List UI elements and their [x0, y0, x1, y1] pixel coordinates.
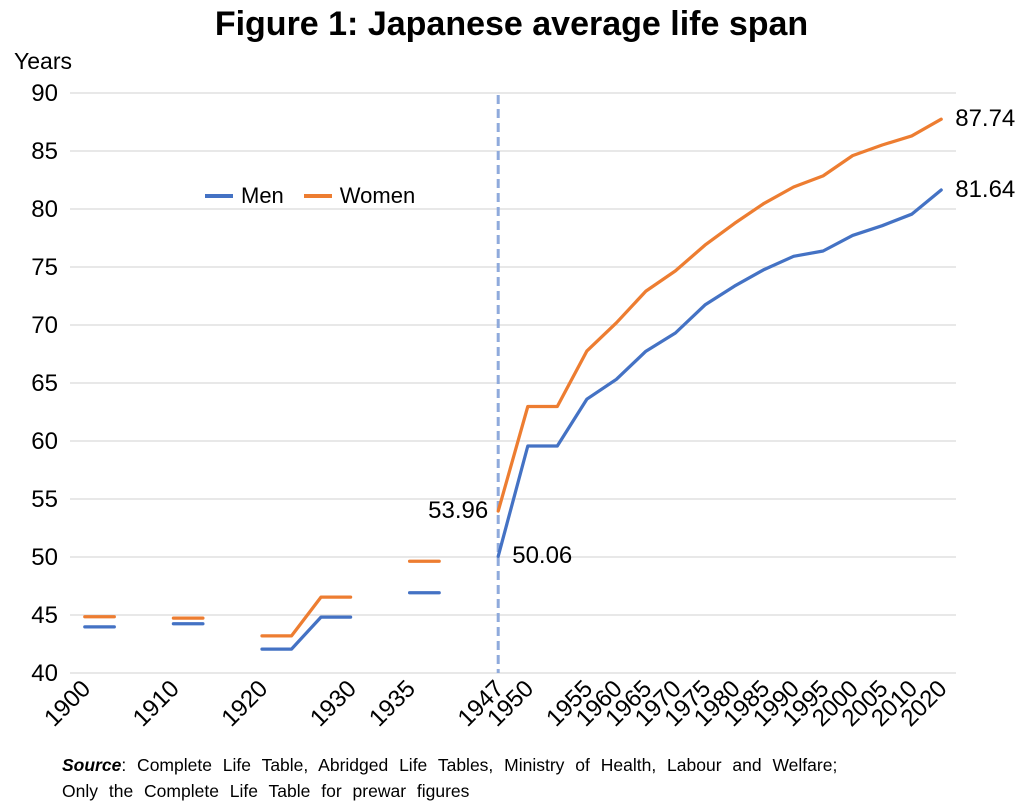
men-series-line: [83, 188, 943, 651]
women-line-swatch: [303, 194, 332, 198]
y-tick-label-60: 60: [31, 428, 58, 455]
source-label: Source: [62, 755, 122, 775]
women-series-line: [83, 117, 943, 638]
source-line1-text: : Complete Life Table, Abridged Life Tab…: [121, 755, 838, 775]
value-label-women-2020: 87.74: [955, 105, 1016, 133]
y-tick-label-75: 75: [31, 254, 58, 281]
y-tick-label-85: 85: [31, 138, 58, 165]
y-tick-label-70: 70: [31, 312, 58, 339]
y-tick-label-55: 55: [31, 486, 58, 513]
source-line-1: Source: Complete Life Table, Abridged Li…: [62, 752, 962, 778]
y-tick-label-50: 50: [31, 544, 58, 571]
y-tick-label-40: 40: [31, 660, 58, 687]
men-line-swatch: [205, 194, 233, 198]
value-label-men-2020: 81.64: [955, 175, 1016, 203]
legend: Men Women: [205, 183, 415, 209]
y-tick-label-80: 80: [31, 196, 58, 223]
y-axis-title: Years: [14, 48, 72, 74]
legend-label-men: Men: [241, 183, 284, 208]
source-line-2: Only the Complete Life Table for prewar …: [62, 781, 470, 801]
x-tick-label-1910: 1910: [128, 675, 185, 732]
x-tick-label-1930: 1930: [305, 675, 362, 732]
value-label-women-1947: 53.96: [428, 497, 489, 525]
legend-item-men: Men: [205, 183, 284, 209]
legend-label-women: Women: [339, 183, 416, 208]
x-tick-label-1935: 1935: [364, 675, 421, 732]
y-tick-label-90: 90: [31, 80, 58, 107]
value-label-men-1947: 50.06: [512, 542, 573, 570]
y-tick-label-65: 65: [31, 370, 58, 397]
x-tick-label-1920: 1920: [216, 675, 273, 732]
legend-item-women: Women: [303, 183, 416, 209]
y-tick-label-45: 45: [31, 602, 58, 629]
source-note: Source: Complete Life Table, Abridged Li…: [62, 752, 962, 804]
chart-title: Figure 1: Japanese average life span: [214, 5, 809, 43]
